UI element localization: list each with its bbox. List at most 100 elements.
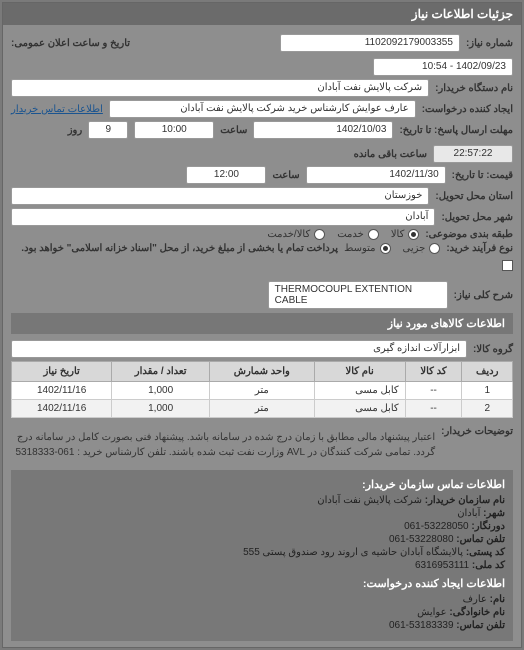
contact-org-label: نام سازمان خریدار: [425, 495, 505, 506]
table-row: 1 -- کابل مسی متر 1,000 1402/11/16 [12, 382, 513, 400]
buyer-notes-label: توضیحات خریدار: [441, 426, 513, 437]
td-code: -- [405, 382, 462, 400]
radio-label: جزیی [403, 243, 426, 254]
radio-label: خدمت [337, 229, 364, 240]
contact-fax-value: 53228050-061 [404, 521, 469, 532]
delivery-province-label: استان محل تحویل: [435, 191, 513, 202]
deadline-date[interactable]: 1402/10/03 [253, 121, 393, 139]
process-option-partial[interactable]: جزیی [403, 243, 441, 254]
request-number-label: شماره نیاز: [466, 38, 513, 49]
row-request-number: شماره نیاز: 1102092179003355 تاریخ و ساع… [11, 34, 513, 76]
th-name: نام کالا [314, 362, 405, 382]
deadline-time[interactable]: 10:00 [134, 121, 214, 139]
process-note-checkbox[interactable] [502, 260, 513, 271]
th-code: کد کالا [405, 362, 462, 382]
radio-icon [429, 243, 440, 254]
td-name: کابل مسی [314, 400, 405, 418]
td-unit: متر [209, 382, 314, 400]
request-number-value: 1102092179003355 [280, 34, 460, 52]
td-unit: متر [209, 400, 314, 418]
contact-org-value: شرکت پالایش نفت آبادان [317, 495, 422, 506]
td-index: 1 [462, 382, 513, 400]
radio-icon [408, 229, 419, 240]
contact-city: شهر: آبادان [19, 508, 505, 519]
deadline-remaining: 22:57:22 [433, 145, 513, 163]
contact-fax: دورنگار: 53228050-061 [19, 521, 505, 532]
contact-org: نام سازمان خریدار: شرکت پالایش نفت آبادا… [19, 495, 505, 506]
creator-label: ایجاد کننده درخواست: [422, 104, 513, 115]
classification-option-kala[interactable]: کالا [391, 229, 420, 240]
contact-city-label: شهر: [483, 508, 505, 519]
creator-family-label: نام خانوادگی: [449, 607, 505, 618]
creator-value: عارف عوایش کارشناس خرید شرکت پالایش نفت … [109, 100, 416, 118]
deadline-time-label: ساعت [220, 125, 247, 136]
process-type-label: نوع فرآیند خرید: [446, 243, 513, 254]
need-desc-label: شرح کلی نیاز: [454, 290, 513, 301]
classification-label: طبقه بندی موضوعی: [425, 229, 513, 240]
row-delivery-city: شهر محل تحویل: آبادان [11, 208, 513, 226]
goods-table: ردیف کد کالا نام کالا واحد شمارش تعداد /… [11, 361, 513, 418]
classification-option-both[interactable]: کالا/خدمت [267, 229, 325, 240]
delivery-city-value: آبادان [11, 208, 435, 226]
th-date: تاریخ نیاز [12, 362, 112, 382]
buyer-contact-section: اطلاعات تماس سازمان خریدار: نام سازمان خ… [11, 470, 513, 641]
buyer-notes-text: اعتبار پیشنهاد مالی مطابق با زمان درج شد… [11, 426, 435, 464]
price-time[interactable]: 12:00 [186, 166, 266, 184]
delivery-city-label: شهر محل تحویل: [441, 212, 513, 223]
td-code: -- [405, 400, 462, 418]
creator-name-label: نام: [490, 594, 505, 605]
goods-info-header: اطلاعات کالاهای مورد نیاز [11, 313, 513, 334]
creator-phone-label: تلفن تماس: [456, 620, 505, 631]
contact-national: کد ملی: 6316953111 [19, 560, 505, 571]
deadline-label: مهلت ارسال پاسخ: تا تاریخ: [399, 125, 513, 136]
contact-post-value: پالایشگاه آبادان حاشیه ی اروند رود صندوق… [243, 547, 463, 558]
row-goods-group: گروه کالا: ابزارآلات اندازه گیری [11, 340, 513, 358]
th-qty: تعداد / مقدار [112, 362, 210, 382]
td-date: 1402/11/16 [12, 400, 112, 418]
th-index: ردیف [462, 362, 513, 382]
contact-fax-label: دورنگار: [471, 521, 505, 532]
deadline-days-unit: روز [68, 125, 83, 136]
contact-national-label: کد ملی: [472, 560, 505, 571]
radio-icon [314, 229, 325, 240]
th-unit: واحد شمارش [209, 362, 314, 382]
device-name-label: نام دستگاه خریدار: [435, 83, 513, 94]
panel-title: جزئیات اطلاعات نیاز [3, 3, 521, 25]
announce-date-label: تاریخ و ساعت اعلان عمومی: [11, 38, 130, 49]
row-price: قیمت: تا تاریخ: 1402/11/30 ساعت 12:00 [11, 166, 513, 184]
device-name-value: شرکت پالایش نفت آبادان [11, 79, 429, 97]
deadline-remaining-label: ساعت باقی مانده [354, 149, 427, 160]
buyer-contact-link[interactable]: اطلاعات تماس خریدار [11, 104, 103, 115]
contact-post: کد پستی: پالایشگاه آبادان حاشیه ی اروند … [19, 547, 505, 558]
table-row: 2 -- کابل مسی متر 1,000 1402/11/16 [12, 400, 513, 418]
row-delivery-province: استان محل تحویل: خوزستان [11, 187, 513, 205]
announce-date-value: 1402/09/23 - 10:54 [373, 58, 513, 76]
process-note: پرداخت تمام یا بخشی از مبلغ خرید، از محل… [21, 243, 338, 254]
td-index: 2 [462, 400, 513, 418]
contact-city-value: آبادان [457, 508, 480, 519]
price-date[interactable]: 1402/11/30 [306, 166, 446, 184]
contact-post-label: کد پستی: [466, 547, 505, 558]
row-buyer-notes: توضیحات خریدار: اعتبار پیشنهاد مالی مطاب… [11, 426, 513, 464]
deadline-days: 9 [88, 121, 128, 139]
classification-options: کالا خدمت کالا/خدمت [267, 229, 419, 240]
process-option-medium[interactable]: متوسط [344, 243, 390, 254]
contact-phone: تلفن تماس: 53228080-061 [19, 534, 505, 545]
row-deadline: مهلت ارسال پاسخ: تا تاریخ: 1402/10/03 سا… [11, 121, 513, 163]
row-process-type: نوع فرآیند خرید: جزیی متوسط پرداخت تمام … [11, 243, 513, 271]
contact-phone-label: تلفن تماس: [456, 534, 505, 545]
details-panel: جزئیات اطلاعات نیاز شماره نیاز: 11020921… [2, 2, 522, 648]
goods-group-label: گروه کالا: [473, 344, 513, 355]
radio-icon [368, 229, 379, 240]
radio-label: متوسط [344, 243, 375, 254]
row-creator: ایجاد کننده درخواست: عارف عوایش کارشناس … [11, 100, 513, 118]
creator-family-value: عوایش [417, 607, 446, 618]
td-qty: 1,000 [112, 400, 210, 418]
row-device-name: نام دستگاه خریدار: شرکت پالایش نفت آبادا… [11, 79, 513, 97]
td-date: 1402/11/16 [12, 382, 112, 400]
form-section: شماره نیاز: 1102092179003355 تاریخ و ساع… [3, 25, 521, 647]
td-name: کابل مسی [314, 382, 405, 400]
goods-group-value: ابزارآلات اندازه گیری [11, 340, 467, 358]
classification-option-khedmat[interactable]: خدمت [337, 229, 379, 240]
creator-name-value: عارف [463, 594, 487, 605]
